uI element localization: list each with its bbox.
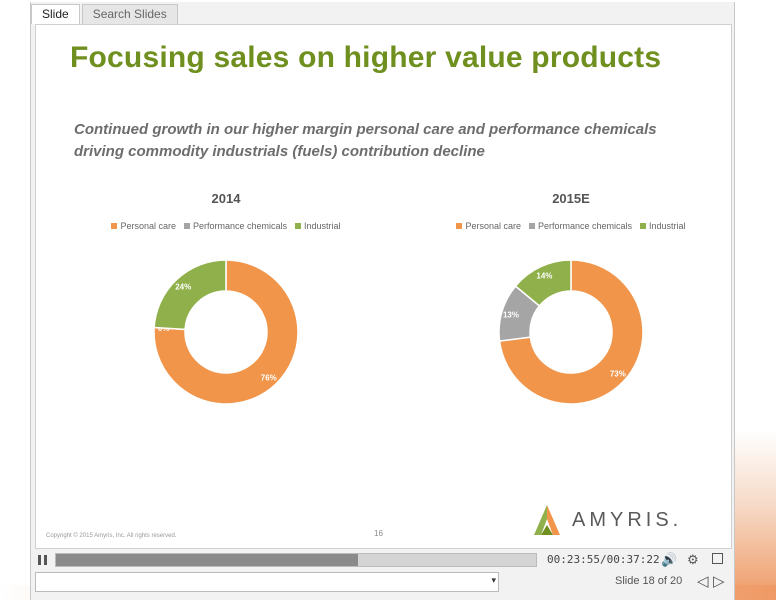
legend-swatch xyxy=(111,223,118,229)
legend-item: Performance chemicals xyxy=(183,221,288,231)
legend-swatch xyxy=(295,223,302,229)
volume-icon[interactable]: 🔊 xyxy=(661,552,678,567)
donut-slice xyxy=(153,259,299,405)
donut-chart: 76%0%24% xyxy=(153,259,299,405)
donut-slice xyxy=(498,259,644,405)
amyris-logo-mark-icon xyxy=(534,505,560,535)
seek-progress xyxy=(56,554,359,566)
chart-title: 2015E xyxy=(552,191,590,206)
amyris-logo: AMYRIS. xyxy=(532,503,682,537)
slice-label: 13% xyxy=(503,311,519,320)
chart-2015e: 2015E Personal care Performance chemical… xyxy=(431,185,711,425)
legend-item: Personal care xyxy=(456,221,521,231)
chart-title: 2014 xyxy=(211,191,241,206)
legend-swatch xyxy=(528,223,535,229)
slide-counter: Slide 18 of 20 xyxy=(615,575,683,587)
background-glow xyxy=(733,430,776,600)
legend-label: Personal care xyxy=(120,221,176,231)
slide-subtitle: Continued growth in our higher margin pe… xyxy=(74,119,714,163)
slice-label: 73% xyxy=(610,369,626,378)
slide-canvas: Focusing sales on higher value products … xyxy=(35,24,732,549)
seek-bar[interactable] xyxy=(55,553,537,567)
next-slide-icon[interactable]: ▷ xyxy=(713,573,725,590)
chart-legend: Personal care Performance chemicals Indu… xyxy=(86,221,366,231)
tab-search-slides[interactable]: Search Slides xyxy=(81,4,178,24)
copyright-notice: Copyright © 2015 Amyris, Inc. All rights… xyxy=(46,533,177,539)
tab-slide[interactable]: Slide xyxy=(31,4,80,24)
notes-icon[interactable] xyxy=(712,553,723,564)
chevron-down-icon: ▾ xyxy=(491,575,496,585)
slice-label: 14% xyxy=(536,271,552,280)
legend-item: Industrial xyxy=(295,221,341,231)
chart-2014: 2014 Personal care Performance chemicals… xyxy=(86,185,366,425)
subtitle-line: driving commodity industrials (fuels) co… xyxy=(74,143,485,160)
prev-slide-icon[interactable]: ◁ xyxy=(697,573,709,590)
legend-label: Personal care xyxy=(465,221,521,231)
slide-select-dropdown[interactable]: ▾ xyxy=(35,572,499,592)
legend-swatch xyxy=(183,223,190,229)
legend-item: Performance chemicals xyxy=(528,221,633,231)
playback-controls: 00:23:55/00:37:22 🔊 ⚙ xyxy=(31,549,734,571)
legend-label: Industrial xyxy=(649,221,686,231)
slice-label: 24% xyxy=(175,282,191,291)
legend-swatch xyxy=(640,223,647,229)
slice-label: 76% xyxy=(261,374,277,383)
logo-text: AMYRIS. xyxy=(572,508,683,531)
slide-title: Focusing sales on higher value products xyxy=(70,41,662,74)
legend-item: Personal care xyxy=(111,221,176,231)
legend-label: Performance chemicals xyxy=(192,221,288,231)
slide-page-number: 16 xyxy=(374,529,383,538)
chart-legend: Personal care Performance chemicals Indu… xyxy=(431,221,711,231)
presentation-player: Slide Search Slides Focusing sales on hi… xyxy=(30,2,735,600)
subtitle-line: Continued growth in our higher margin pe… xyxy=(74,121,657,138)
time-display: 00:23:55/00:37:22 xyxy=(547,553,660,566)
donut-chart: 73% 13% 14% xyxy=(498,259,644,405)
tab-bar: Slide Search Slides xyxy=(31,2,180,24)
donut-slice xyxy=(514,259,572,307)
donut-slice xyxy=(153,259,227,331)
navigation-bar: ▾ Slide 18 of 20 ◁ ▷ xyxy=(31,572,734,594)
settings-icon[interactable]: ⚙ xyxy=(687,552,699,567)
legend-label: Industrial xyxy=(304,221,341,231)
legend-label: Performance chemicals xyxy=(537,221,633,231)
legend-swatch xyxy=(456,223,463,229)
pause-icon[interactable] xyxy=(37,554,49,566)
legend-item: Industrial xyxy=(640,221,686,231)
